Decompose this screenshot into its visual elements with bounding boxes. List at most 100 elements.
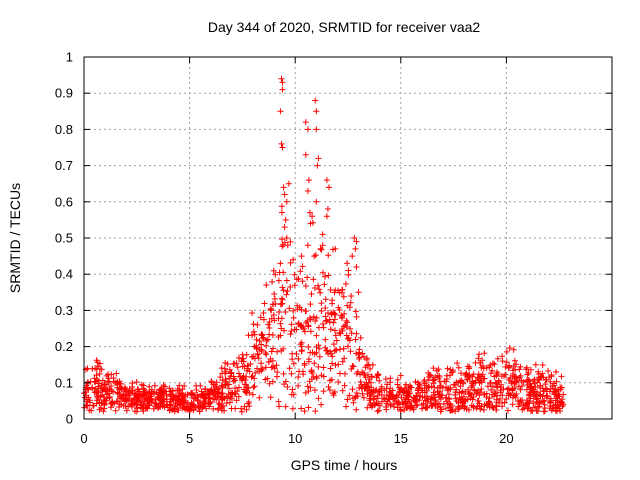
data-point — [298, 253, 305, 260]
data-point — [215, 400, 222, 407]
data-point — [364, 404, 371, 411]
data-point — [317, 245, 324, 252]
data-point — [340, 323, 347, 330]
data-point — [232, 405, 239, 412]
chart-title: Day 344 of 2020, SRMTID for receiver vaa… — [208, 19, 481, 35]
data-point — [319, 242, 326, 249]
data-point — [475, 371, 482, 378]
y-tick-label: 0.8 — [55, 122, 73, 137]
data-point — [491, 393, 498, 400]
data-point — [268, 364, 275, 371]
data-point — [270, 311, 277, 318]
data-point — [310, 313, 317, 320]
data-point — [527, 380, 534, 387]
data-point — [279, 300, 286, 307]
data-point — [329, 360, 336, 367]
data-point — [168, 406, 175, 413]
data-point — [291, 282, 298, 289]
data-point — [452, 389, 459, 396]
data-point — [531, 380, 538, 387]
data-point — [269, 332, 276, 339]
data-point — [326, 319, 333, 326]
data-point — [258, 341, 265, 348]
data-point — [114, 389, 121, 396]
data-point — [302, 307, 309, 314]
data-point — [302, 389, 309, 396]
data-point — [156, 390, 163, 397]
data-point — [509, 386, 516, 393]
data-point — [193, 386, 200, 393]
data-point — [287, 259, 294, 266]
data-point — [407, 384, 414, 391]
data-point — [267, 394, 274, 401]
data-point — [302, 119, 309, 126]
data-point — [104, 378, 111, 385]
data-point — [534, 395, 541, 402]
data-points — [81, 75, 567, 415]
data-point — [97, 393, 104, 400]
data-point — [138, 381, 145, 388]
data-point — [355, 351, 362, 358]
data-point — [457, 399, 464, 406]
data-point — [311, 253, 318, 260]
data-point — [412, 398, 419, 405]
data-point — [275, 277, 282, 284]
data-point — [322, 336, 329, 343]
data-point — [323, 177, 330, 184]
data-point — [257, 314, 264, 321]
data-point — [464, 363, 471, 370]
data-point — [264, 336, 271, 343]
data-point — [219, 383, 226, 390]
data-point — [168, 391, 175, 398]
data-point — [366, 395, 373, 402]
data-point — [349, 386, 356, 393]
data-point — [180, 398, 187, 405]
data-point — [466, 391, 473, 398]
data-point — [271, 295, 278, 302]
data-point — [504, 407, 511, 414]
data-point — [313, 198, 320, 205]
data-point — [307, 384, 314, 391]
data-point — [154, 393, 161, 400]
data-point — [245, 365, 252, 372]
data-point — [454, 360, 461, 367]
data-point — [256, 346, 263, 353]
data-point — [277, 320, 284, 327]
data-point — [166, 385, 173, 392]
y-tick-label: 0.2 — [55, 339, 73, 354]
data-point — [360, 353, 367, 360]
data-point — [389, 393, 396, 400]
data-point — [301, 408, 308, 415]
data-point — [322, 296, 329, 303]
data-point — [283, 235, 290, 241]
data-point — [523, 397, 530, 404]
data-point — [94, 388, 101, 395]
data-point — [315, 155, 322, 162]
x-tick-label: 10 — [288, 431, 302, 446]
data-point — [330, 390, 337, 397]
data-point — [270, 301, 277, 308]
data-point — [235, 393, 242, 400]
data-point — [421, 394, 428, 401]
data-point — [524, 405, 531, 412]
data-point — [289, 356, 296, 363]
data-point — [287, 283, 294, 290]
data-point — [268, 315, 275, 322]
data-point — [85, 386, 92, 393]
data-point — [282, 403, 289, 410]
data-point — [295, 321, 302, 328]
data-point — [284, 288, 291, 295]
data-point — [207, 398, 214, 405]
data-point — [525, 369, 532, 376]
data-point — [96, 406, 103, 413]
data-point — [108, 404, 115, 411]
data-point — [423, 382, 430, 389]
data-point — [510, 371, 517, 378]
data-point — [352, 336, 359, 343]
data-point — [458, 370, 465, 377]
data-point — [219, 377, 226, 384]
data-point — [140, 382, 147, 389]
data-point — [489, 367, 496, 374]
data-point — [495, 371, 502, 378]
data-point — [345, 267, 352, 274]
